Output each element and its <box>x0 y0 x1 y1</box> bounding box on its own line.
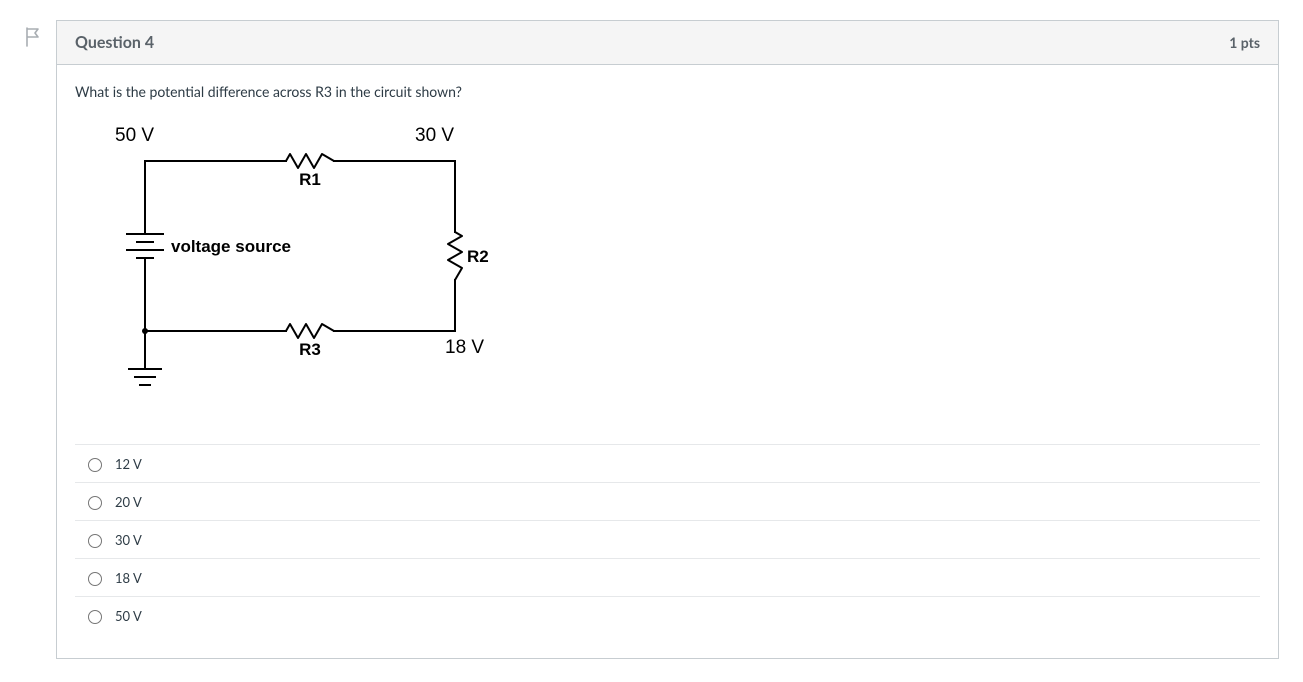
circuit-diagram: 50 V 30 V 18 V R1 R2 R3 voltage source <box>75 116 495 416</box>
svg-text:50 V: 50 V <box>115 125 154 146</box>
question-header: Question 4 1 pts <box>57 21 1278 65</box>
question-card: Question 4 1 pts What is the potential d… <box>56 20 1279 659</box>
answer-radio[interactable] <box>88 572 102 586</box>
svg-text:voltage source: voltage source <box>171 237 291 256</box>
answer-option[interactable]: 50 V <box>75 596 1260 634</box>
svg-text:30 V: 30 V <box>415 125 454 146</box>
question-points: 1 pts <box>1229 34 1260 51</box>
question-prompt: What is the potential difference across … <box>75 83 1260 100</box>
answer-option[interactable]: 30 V <box>75 520 1260 558</box>
question-body: What is the potential difference across … <box>57 65 1278 658</box>
answer-option[interactable]: 18 V <box>75 558 1260 596</box>
svg-text:R2: R2 <box>467 247 489 266</box>
answer-label-text: 50 V <box>115 608 142 624</box>
answer-option[interactable]: 12 V <box>75 444 1260 482</box>
answer-label-text: 30 V <box>115 532 142 548</box>
answer-label-text: 20 V <box>115 494 142 510</box>
answer-radio[interactable] <box>88 534 102 548</box>
svg-text:R1: R1 <box>299 170 321 189</box>
question-title: Question 4 <box>75 33 154 52</box>
answer-radio[interactable] <box>88 496 102 510</box>
answer-option[interactable]: 20 V <box>75 482 1260 520</box>
answer-radio[interactable] <box>88 610 102 624</box>
svg-text:18 V: 18 V <box>445 337 484 358</box>
svg-text:R3: R3 <box>299 340 321 359</box>
answers-list: 12 V 20 V 30 V 18 V 50 V <box>75 444 1260 634</box>
answer-label-text: 18 V <box>115 570 142 586</box>
answer-radio[interactable] <box>88 458 102 472</box>
flag-icon[interactable] <box>24 26 42 51</box>
answer-label-text: 12 V <box>115 456 142 472</box>
